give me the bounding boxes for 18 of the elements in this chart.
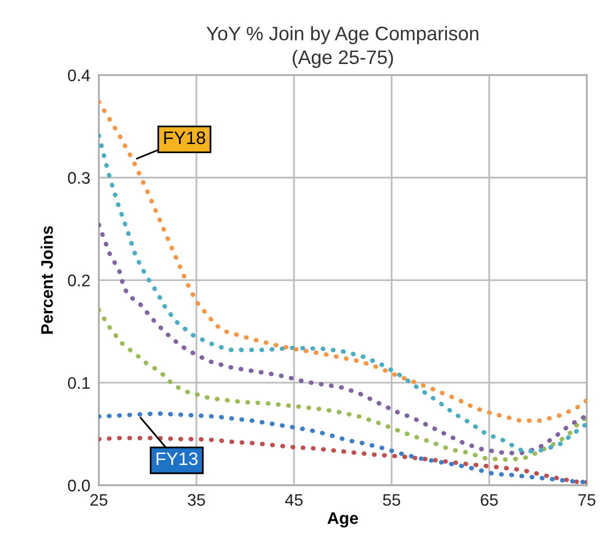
text: FY13 [156, 452, 198, 466]
x-tick-label: 65 [480, 494, 498, 506]
line-series [98, 133, 587, 454]
x-tick-label: 25 [90, 494, 108, 506]
x-tick-label: 55 [383, 494, 400, 506]
y-tick-label: 0.0 [68, 480, 90, 492]
y-tick-label: 0.2 [68, 274, 90, 286]
line-series [98, 100, 587, 423]
y-tick-label: 0.4 [68, 69, 90, 82]
x-tick-label: 35 [188, 494, 205, 506]
chart-title: YoY % Join by Age Comparison (Age 25-75) [206, 26, 478, 68]
y-tick-label: 0.1 [68, 377, 90, 389]
y-tick-label: 0.3 [68, 172, 90, 184]
series-label: FY18 [164, 131, 206, 144]
x-tick-label: 45 [285, 494, 303, 506]
y-axis-title: Percent Joins [40, 226, 53, 334]
x-axis-title: Age [327, 512, 358, 528]
x-tick-label: 75 [578, 494, 596, 506]
